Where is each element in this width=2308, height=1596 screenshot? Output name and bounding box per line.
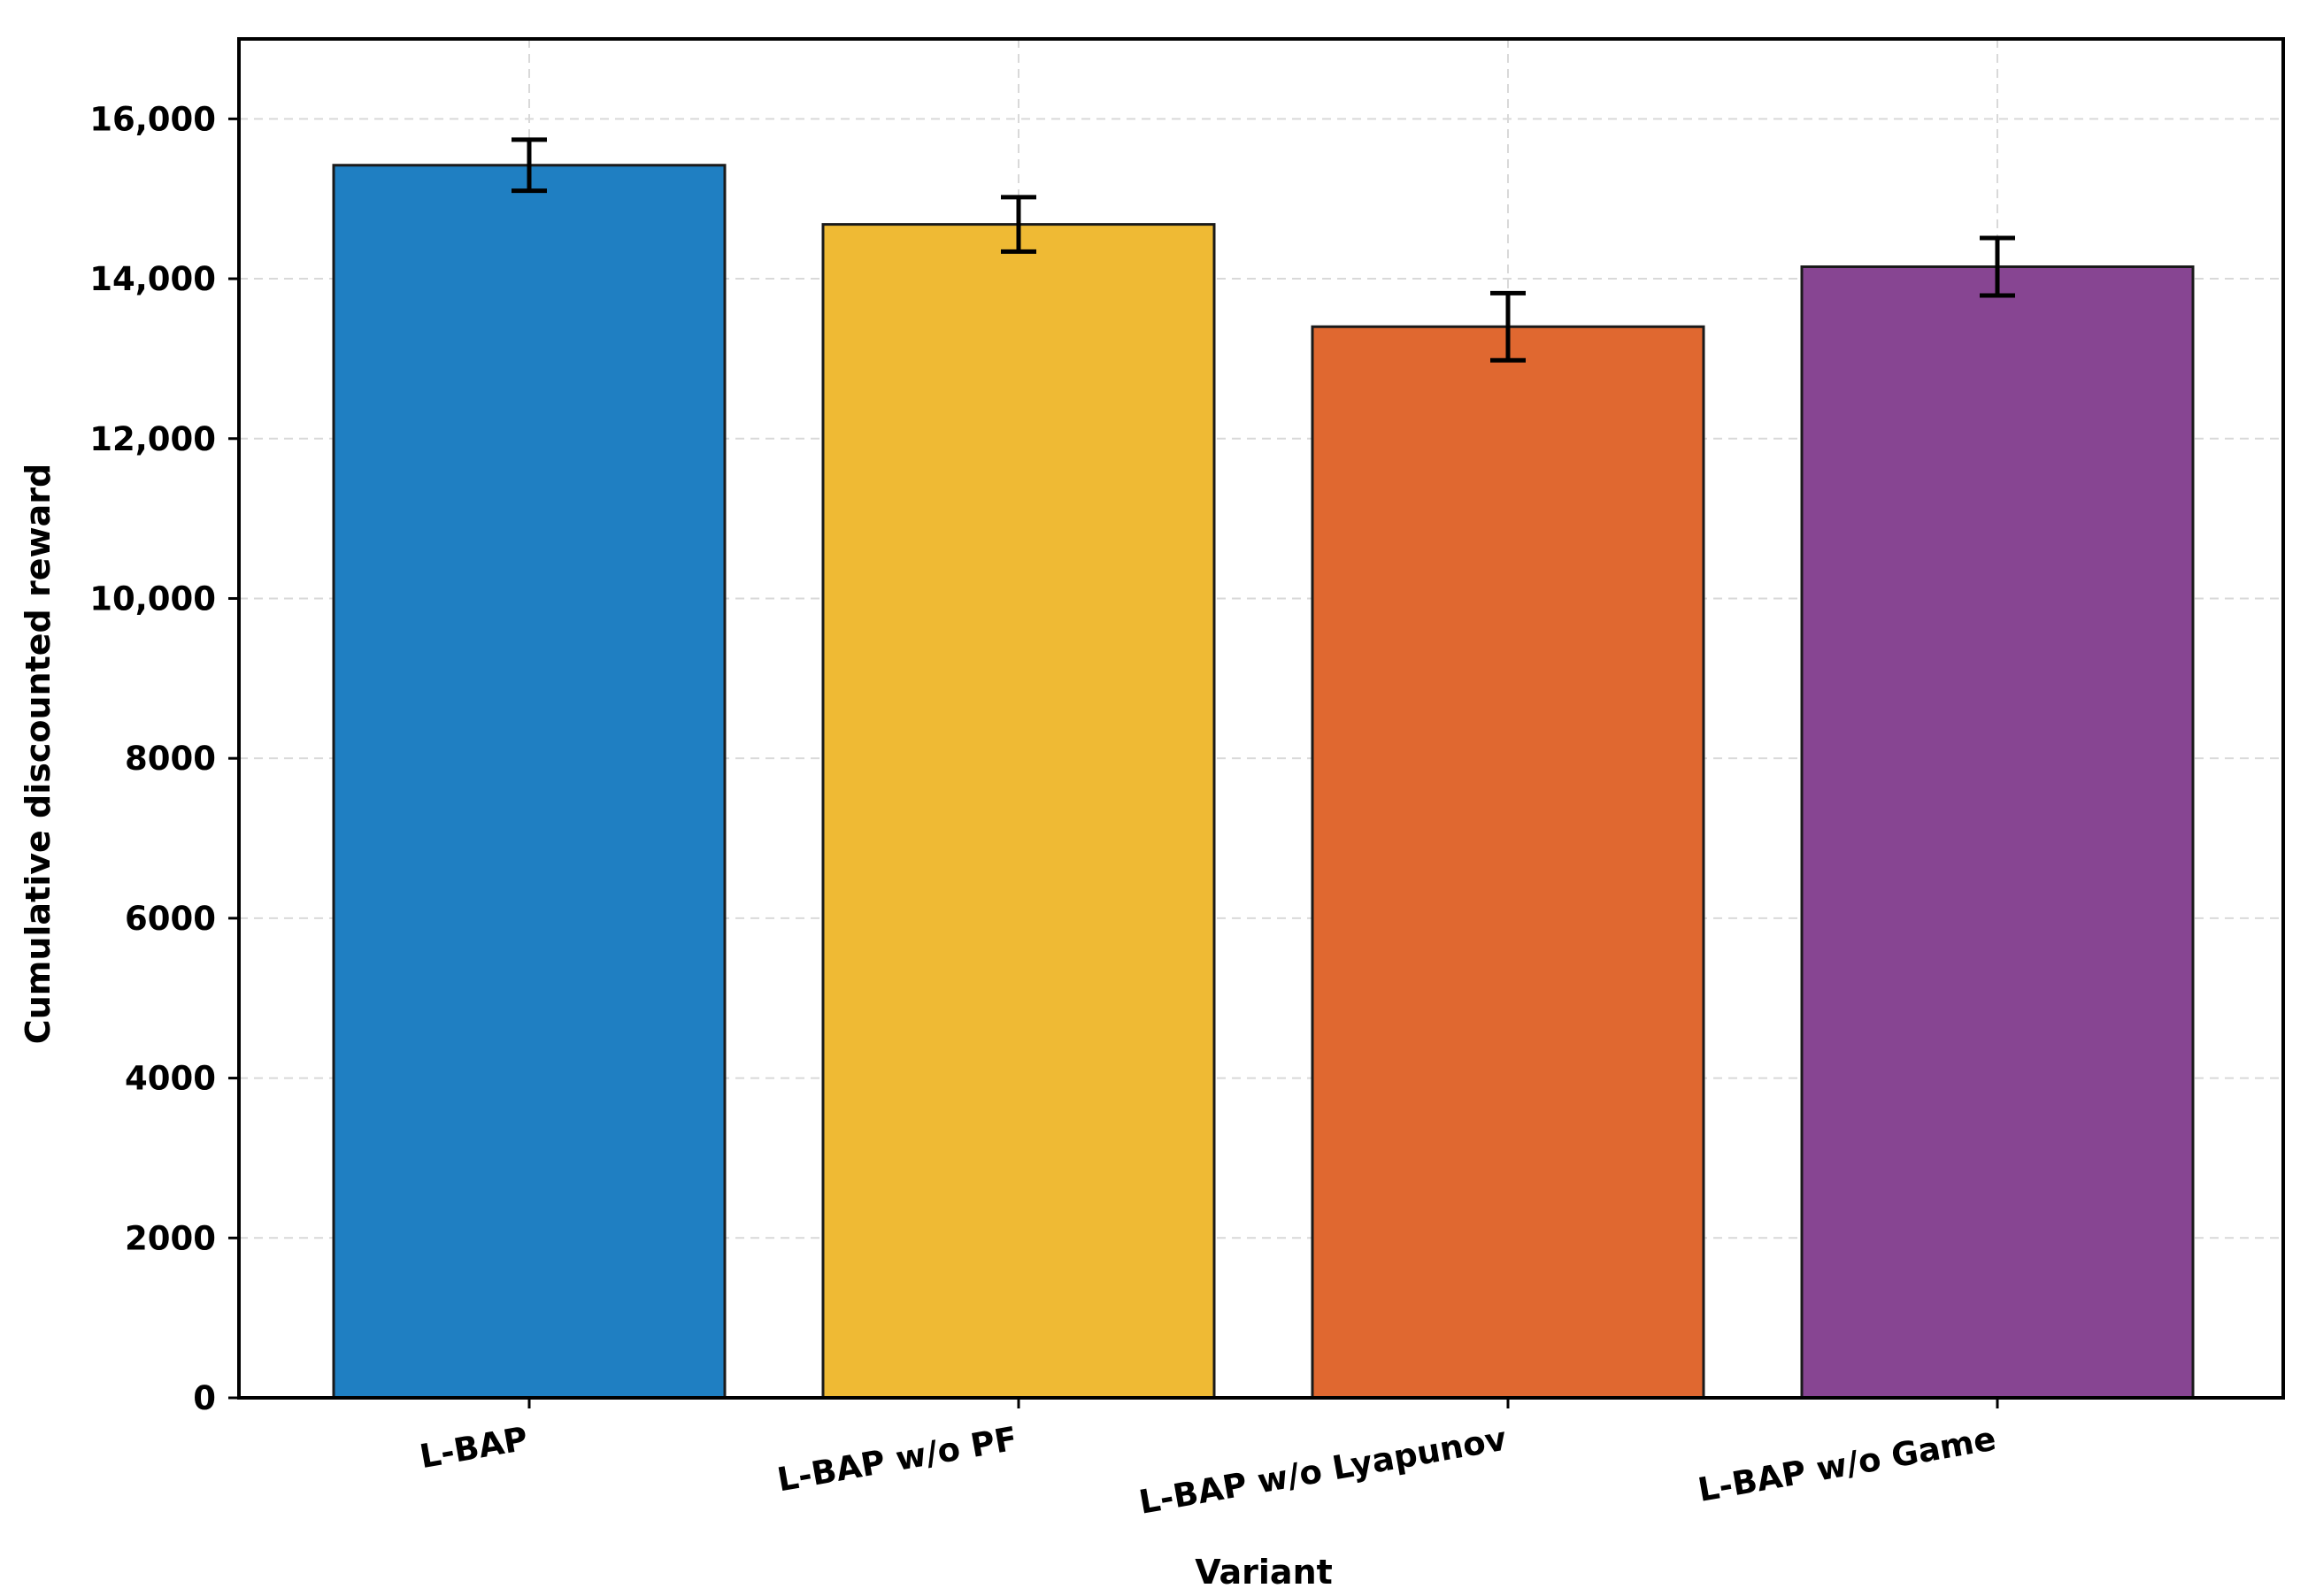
plot-frame — [237, 37, 2285, 1400]
y-tick-label: 8000 — [125, 740, 216, 778]
x-axis-label: Variant — [1195, 1553, 1333, 1592]
bar-l-bap-w-o-lyapunov — [1311, 325, 1705, 1400]
y-tick-label: 14,000 — [89, 260, 216, 298]
error-bars — [512, 137, 2015, 363]
x-tick-label: L-BAP — [417, 1420, 530, 1477]
bar-l-bap-w-o-game — [1800, 265, 2195, 1400]
y-tick-label: 12,000 — [89, 420, 216, 458]
bar-l-bap-w-o-pf — [821, 223, 1216, 1400]
x-axis-ticks: L-BAP L-BAP w/o PF L-BAP w/o Lyapunov L-BAP… — [417, 1398, 1999, 1522]
y-axis-label: Cumulative discounted reward — [19, 464, 58, 1044]
x-tick-label: L-BAP w/o Lyapunov — [1136, 1420, 1510, 1522]
y-tick-label: 4000 — [125, 1060, 216, 1098]
y-tick-label: 2000 — [125, 1219, 216, 1257]
y-tick-label: 0 — [193, 1379, 216, 1417]
x-tick-label: L-BAP w/o PF — [774, 1420, 1019, 1500]
bars — [332, 164, 2195, 1400]
y-tick-label: 6000 — [125, 900, 216, 938]
y-tick-label: 10,000 — [89, 579, 216, 618]
bar-l-bap — [332, 164, 727, 1400]
x-tick-label: L-BAP w/o Game — [1696, 1420, 1999, 1510]
y-tick-label: 16,000 — [89, 100, 216, 138]
y-axis-ticks: 0 2000 4000 6000 8000 10,000 12,000 14,000 16,00… — [89, 100, 239, 1417]
